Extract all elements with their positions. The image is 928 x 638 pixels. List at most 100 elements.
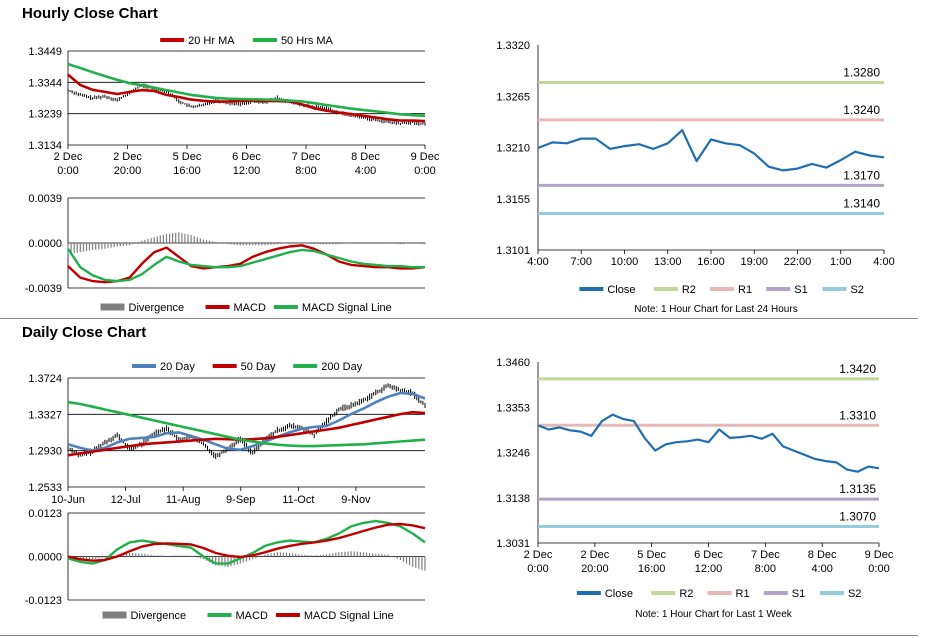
daily-macd-series-macd-signal-line [67, 522, 426, 562]
hourly-close-x-tick: 1:00 [830, 256, 851, 268]
hourly-price-x-tick: 20:00 [114, 165, 142, 177]
daily-price-x-tick: 11-Oct [282, 494, 314, 506]
daily-close-y-tick: 1.3246 [496, 448, 530, 460]
daily-price-legend-label: 200 Day [321, 361, 362, 373]
hourly-close-x-tick: 13:00 [654, 256, 682, 268]
section-divider [0, 318, 918, 319]
hourly-price-y-tick: 1.3239 [28, 109, 62, 121]
daily-price-y-tick: 1.2930 [28, 446, 62, 458]
daily-close-y-tick: 1.3138 [496, 493, 530, 505]
hourly-macd-y-tick: -0.0039 [25, 283, 62, 295]
hourly-close-x-tick: 10:00 [611, 256, 639, 268]
daily-macd-y-tick: 0.0123 [28, 508, 62, 520]
hourly-price-y-tick: 1.3449 [28, 46, 62, 58]
hourly-close-legend-label: Close [607, 284, 635, 296]
hourly-price-y-tick: 1.3344 [28, 77, 62, 89]
hourly-close-legend-label: S1 [794, 284, 807, 296]
bottom-divider [0, 635, 918, 636]
hourly-close-x-tick: 19:00 [740, 256, 768, 268]
hourly-section-title: Hourly Close Chart [22, 5, 158, 22]
hourly-macd-y-tick: 0.0039 [28, 193, 62, 205]
daily-macd-legend-label: MACD [236, 610, 268, 622]
daily-close-x-tick: 6 Dec [694, 549, 723, 561]
daily-close-legend-label: S1 [792, 588, 805, 600]
daily-close-legend-label: Close [605, 588, 633, 600]
daily-close-x-tick: 12:00 [695, 563, 723, 575]
hourly-price-x-tick: 8:00 [295, 165, 316, 177]
daily-price-x-tick: 9-Sep [226, 494, 255, 506]
hourly-price-x-tick: 5 Dec [173, 151, 202, 163]
daily-close-level-label-r2: 1.3420 [839, 362, 876, 376]
daily-close-x-tick: 2 Dec [580, 549, 609, 561]
hourly-price-x-tick: 4:00 [355, 165, 376, 177]
hourly-macd-y-tick: 0.0000 [28, 238, 62, 250]
daily-close-x-tick: 8 Dec [808, 549, 837, 561]
daily-close-x-tick: 16:00 [638, 563, 666, 575]
hourly-close-y-tick: 1.3320 [496, 40, 530, 52]
hourly-price-x-tick: 2 Dec [113, 151, 142, 163]
hourly-macd-legend-label: MACD [234, 302, 266, 314]
daily-close-note: Note: 1 Hour Chart for Last 1 Week [635, 609, 793, 620]
daily-price-x-tick: 10-Jun [51, 494, 85, 506]
hourly-close-level-label-s2: 1.3140 [843, 196, 880, 210]
hourly-macd-legend-label: MACD Signal Line [302, 302, 392, 314]
hourly-close-y-tick: 1.3265 [496, 91, 530, 103]
hourly-macd-legend-label: Divergence [129, 302, 185, 314]
daily-price-legend-label: 50 Day [241, 361, 276, 373]
daily-price-legend-label: 20 Day [160, 361, 195, 373]
hourly-close-y-tick: 1.3155 [496, 194, 530, 206]
daily-macd-legend-label: Divergence [131, 610, 187, 622]
hourly-close-legend-label: S2 [850, 284, 863, 296]
daily-price-x-tick: 11-Aug [166, 494, 201, 506]
daily-price-x-tick: 9-Nov [341, 494, 371, 506]
hourly-price-y-tick: 1.3134 [28, 140, 62, 152]
hourly-price-x-tick: 12:00 [233, 165, 261, 177]
hourly-close-x-tick: 7:00 [571, 256, 592, 268]
hourly-price-legend-label: 20 Hr MA [188, 35, 235, 47]
daily-close-x-tick: 7 Dec [751, 549, 780, 561]
hourly-price-series-50-hrs-ma [67, 62, 426, 118]
daily-macd-legend-label: MACD Signal Line [304, 610, 394, 622]
daily-close-x-tick: 4:00 [811, 563, 832, 575]
hourly-price-x-tick: 9 Dec [411, 151, 440, 163]
daily-macd-y-tick: -0.0123 [25, 595, 62, 607]
daily-price-y-tick: 1.3724 [28, 373, 62, 385]
daily-price-series-200-day [67, 400, 426, 448]
daily-macd-y-tick: 0.0000 [28, 552, 62, 564]
daily-close-y-tick: 1.3460 [496, 357, 530, 369]
daily-close-y-tick: 1.3353 [496, 402, 530, 414]
hourly-price-x-tick: 7 Dec [292, 151, 321, 163]
daily-close-level-label-r1: 1.3310 [839, 408, 876, 422]
daily-close-x-tick: 8:00 [755, 563, 776, 575]
daily-close-x-tick: 9 Dec [865, 549, 894, 561]
daily-price-y-tick: 1.2533 [28, 482, 62, 494]
hourly-close-y-tick: 1.3210 [496, 143, 530, 155]
daily-close-legend-label: R1 [736, 588, 750, 600]
daily-close-x-tick: 2 Dec [524, 549, 553, 561]
hourly-close-x-tick: 4:00 [873, 256, 894, 268]
daily-close-x-tick: 0:00 [868, 563, 889, 575]
daily-price-x-tick: 12-Jul [111, 494, 141, 506]
hourly-price-x-tick: 16:00 [173, 165, 201, 177]
hourly-macd-series-macd [67, 244, 426, 284]
hourly-price-legend-label: 50 Hrs MA [281, 35, 334, 47]
hourly-close-x-tick: 22:00 [784, 256, 812, 268]
hourly-close-y-tick: 1.3101 [496, 245, 530, 257]
hourly-price-x-tick: 2 Dec [54, 151, 83, 163]
hourly-price-series-20-hr-ma [67, 73, 426, 123]
hourly-price-x-tick: 8 Dec [351, 151, 380, 163]
daily-close-legend-label: S2 [848, 588, 861, 600]
hourly-close-legend-label: R2 [682, 284, 696, 296]
hourly-close-legend-label: R1 [738, 284, 752, 296]
daily-close-x-tick: 20:00 [581, 563, 609, 575]
daily-close-y-tick: 1.3031 [496, 538, 530, 550]
hourly-close-level-label-s1: 1.3170 [843, 168, 880, 182]
daily-close-series-close [537, 413, 880, 473]
daily-close-level-label-s1: 1.3135 [839, 482, 876, 496]
hourly-macd-series-macd-signal-line [67, 248, 425, 283]
hourly-close-x-tick: 16:00 [697, 256, 725, 268]
hourly-close-note: Note: 1 Hour Chart for Last 24 Hours [634, 304, 797, 315]
daily-close-legend-label: R2 [679, 588, 693, 600]
hourly-close-series-close [537, 129, 885, 172]
